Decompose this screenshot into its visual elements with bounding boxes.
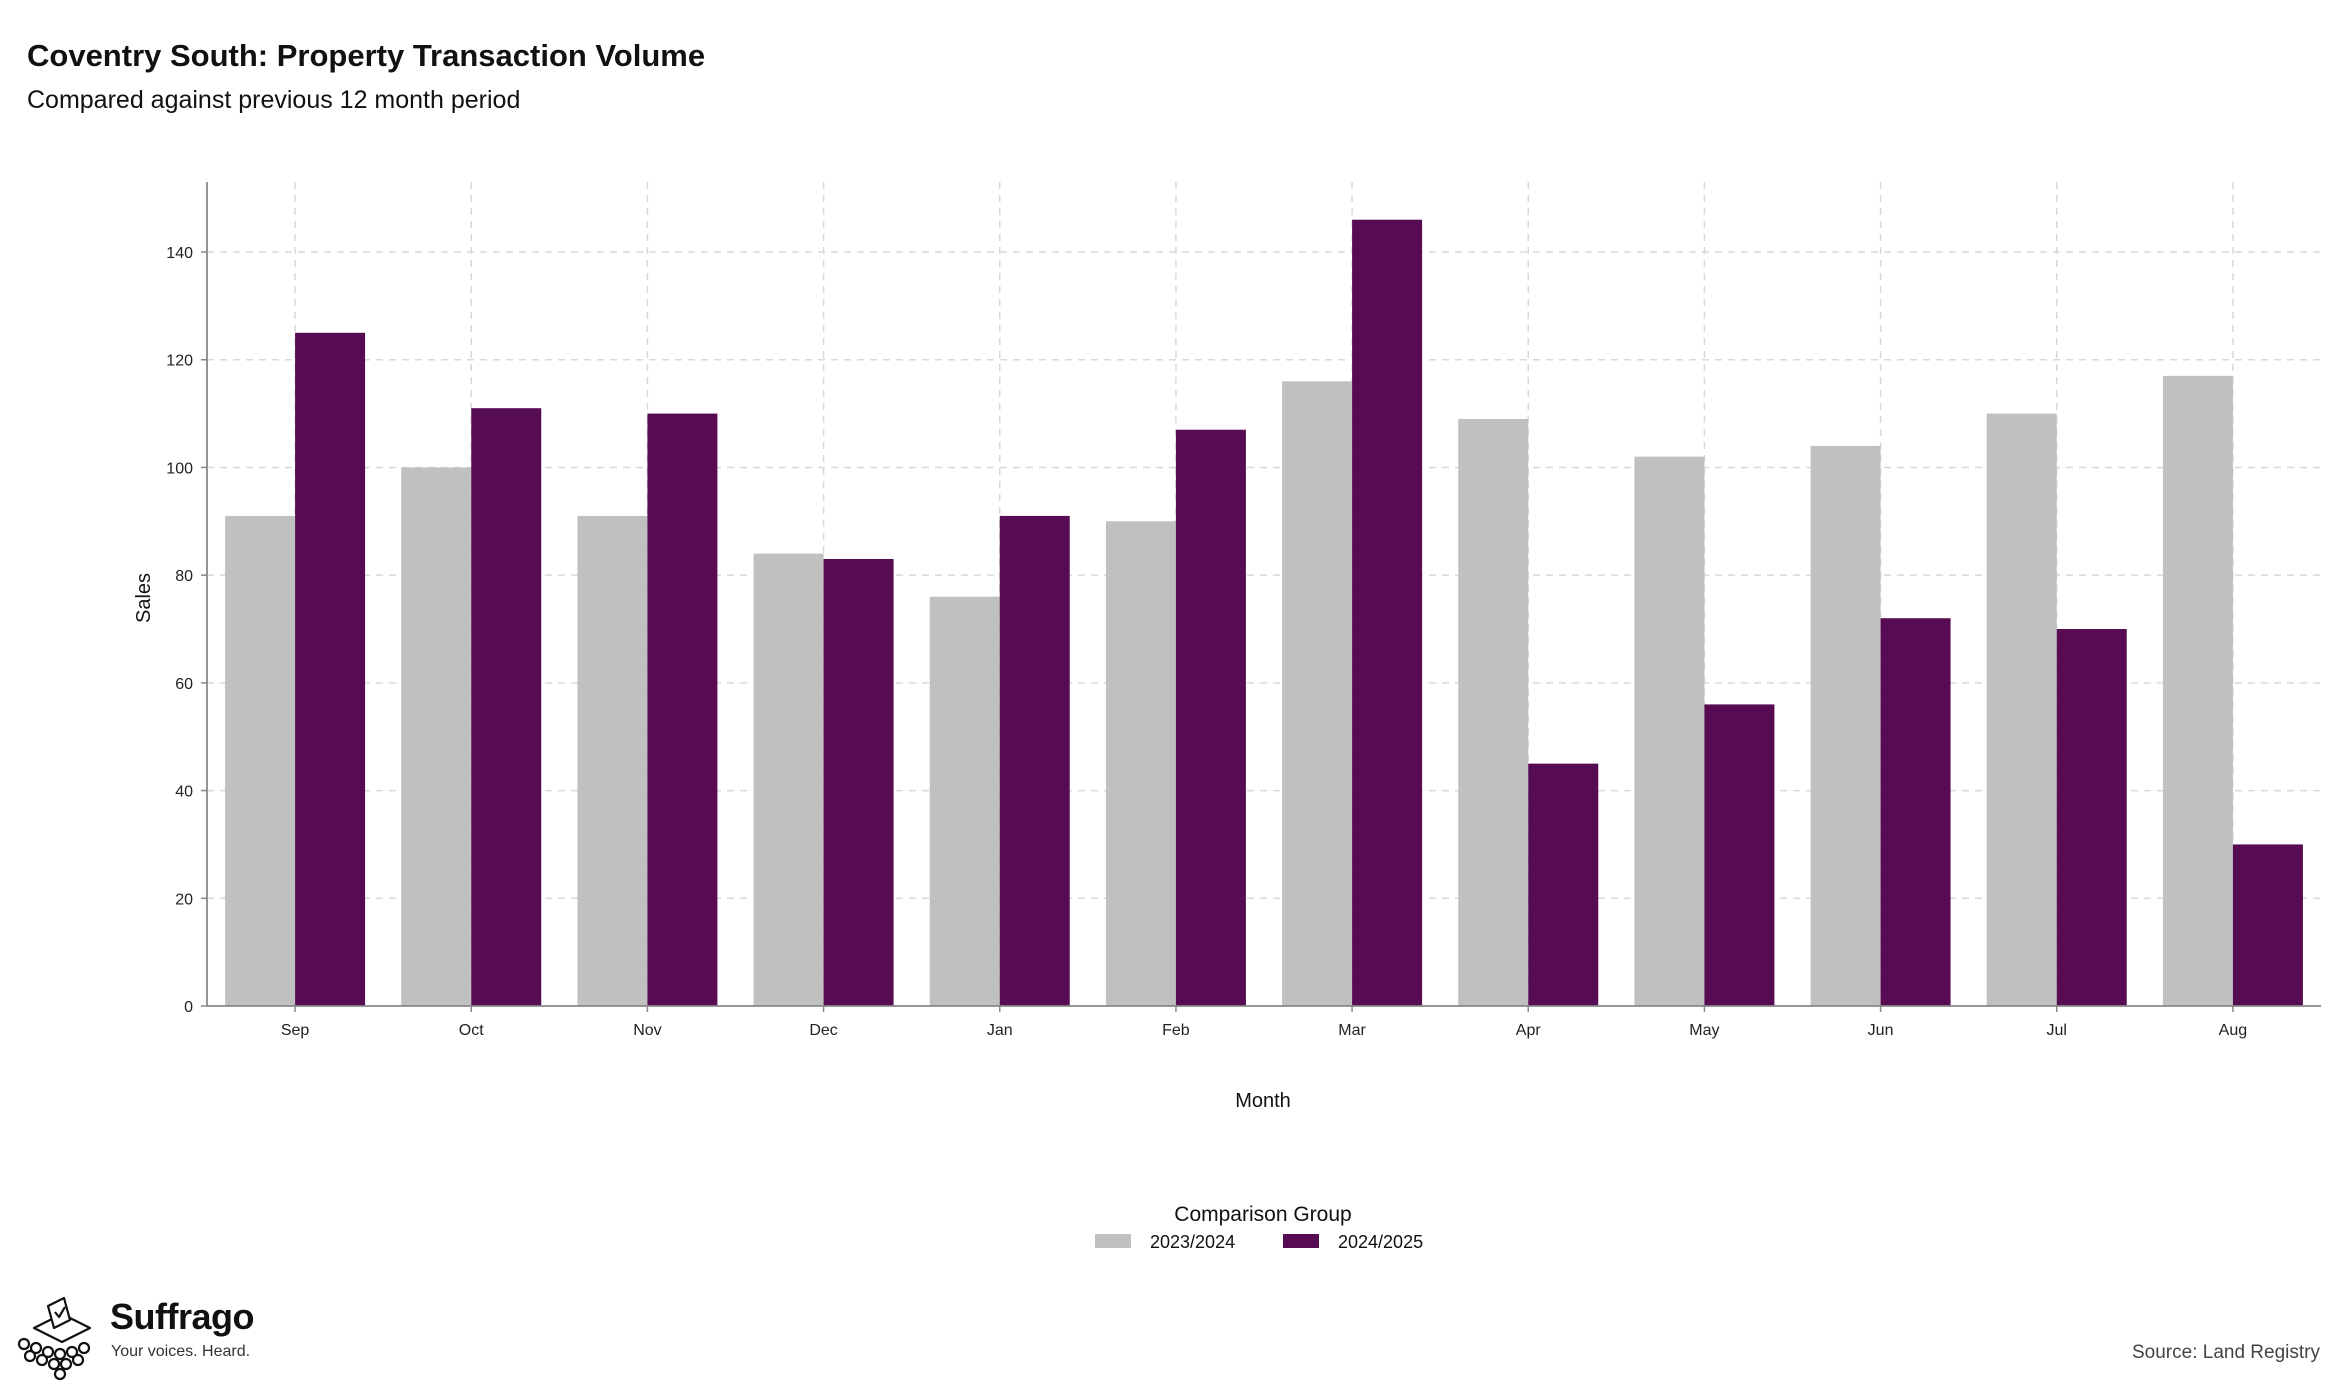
x-tick-label: Jul [2047, 1022, 2067, 1039]
bar-jul-series-0 [1986, 413, 2057, 1007]
bar-sep-series-0 [225, 515, 296, 1006]
bar-jul-series-1 [2056, 629, 2127, 1006]
x-tick-label: Apr [1516, 1022, 1542, 1039]
bar-dec-series-1 [823, 558, 894, 1006]
bar-jun-series-1 [1880, 618, 1951, 1006]
bar-oct-series-0 [401, 467, 472, 1007]
bar-may-series-0 [1634, 456, 1705, 1007]
legend-title: Comparison Group [1174, 1203, 1351, 1226]
chart-title: Coventry South: Property Transaction Vol… [27, 38, 706, 73]
bar-apr-series-1 [1528, 763, 1599, 1006]
bar-mar-series-1 [1352, 219, 1423, 1006]
brand-tagline: Your voices. Heard. [111, 1343, 251, 1360]
brand-name: Suffrago [110, 1296, 255, 1337]
bar-oct-series-1 [471, 408, 542, 1007]
bar-nov-series-0 [577, 515, 648, 1006]
legend-swatch-1 [1283, 1234, 1319, 1248]
bar-mar-series-0 [1282, 381, 1353, 1007]
y-tick-label: 60 [175, 676, 193, 693]
legend-label-0: 2023/2024 [1150, 1232, 1235, 1252]
bar-feb-series-0 [1105, 521, 1176, 1006]
ballot-box-icon [17, 1296, 92, 1381]
y-tick-label: 40 [175, 784, 193, 801]
y-tick-label: 120 [166, 353, 193, 370]
x-tick-label: Jan [987, 1022, 1013, 1039]
bar-may-series-1 [1704, 704, 1775, 1006]
x-tick-label: Aug [2219, 1022, 2247, 1039]
y-tick-label: 100 [166, 460, 193, 477]
x-tick-label: Feb [1162, 1022, 1190, 1039]
bar-feb-series-1 [1175, 429, 1246, 1007]
y-tick-label: 140 [166, 245, 193, 262]
y-tick-label: 0 [184, 999, 193, 1016]
x-tick-label: Oct [459, 1022, 484, 1039]
x-tick-label: Sep [281, 1022, 310, 1039]
legend-label-1: 2024/2025 [1338, 1232, 1423, 1252]
bar-apr-series-0 [1458, 418, 1529, 1007]
axes: 0 20 40 60 80 100 120 140 Sep Oct Nov Dec Jan Feb Mar A… [133, 182, 2321, 1112]
bar-aug-series-0 [2162, 375, 2233, 1007]
bars [225, 219, 2303, 1007]
x-tick-label: Jun [1868, 1022, 1894, 1039]
x-axis-title: Month [1235, 1090, 1291, 1112]
chart-subtitle: Compared against previous 12 month perio… [27, 86, 521, 114]
bar-dec-series-0 [753, 553, 824, 1006]
bar-jan-series-1 [999, 515, 1070, 1006]
y-tick-label: 20 [175, 891, 193, 908]
y-tick-label: 80 [175, 568, 193, 585]
bar-jan-series-0 [929, 596, 1000, 1006]
x-tick-label: Mar [1338, 1022, 1366, 1039]
bar-nov-series-1 [647, 413, 718, 1007]
source-note: Source: Land Registry [2132, 1342, 2320, 1363]
x-tick-label: Nov [633, 1022, 661, 1039]
grid-lines [207, 182, 2321, 1006]
x-tick-label: May [1689, 1022, 1719, 1039]
legend: Comparison Group 2023/2024 2024/2025 [1095, 1203, 1423, 1252]
bar-jun-series-0 [1810, 445, 1881, 1007]
legend-swatch-0 [1095, 1234, 1131, 1248]
bar-sep-series-1 [295, 332, 366, 1007]
bar-aug-series-1 [2232, 844, 2303, 1006]
y-axis-title: Sales [133, 573, 155, 623]
x-tick-label: Dec [809, 1022, 837, 1039]
